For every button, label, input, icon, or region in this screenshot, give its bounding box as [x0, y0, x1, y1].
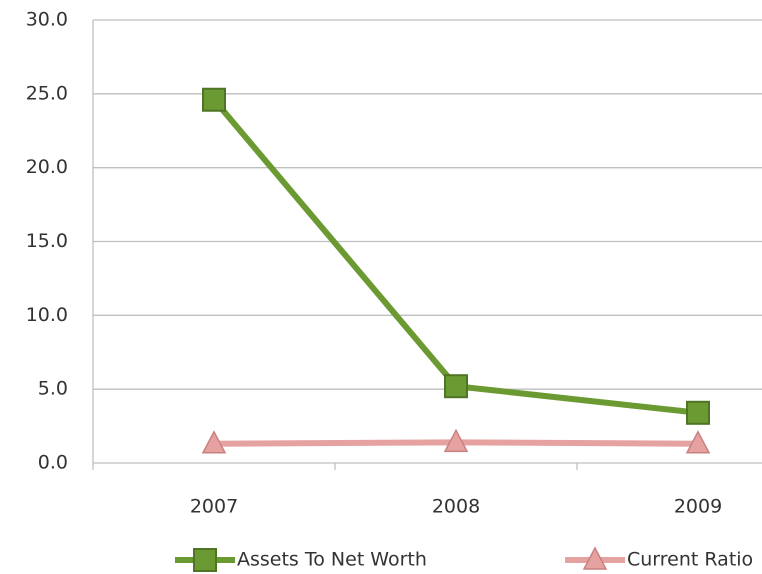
x-tick-label: 2007: [190, 496, 238, 518]
data-point: [202, 87, 226, 112]
data-point: [201, 430, 227, 454]
y-tick-label: 30.0: [26, 9, 68, 31]
data-point: [686, 400, 710, 425]
legend-marker: [582, 546, 608, 570]
data-point: [444, 374, 468, 399]
legend-label: Current Ratio: [627, 549, 753, 571]
y-tick-label: 25.0: [26, 82, 68, 104]
legend-marker: [193, 548, 217, 572]
y-tick-label: 15.0: [26, 230, 68, 252]
y-tick-label: 10.0: [26, 304, 68, 326]
legend-label: Assets To Net Worth: [237, 549, 427, 571]
x-tick-label: 2009: [674, 496, 722, 518]
data-point: [685, 430, 711, 454]
y-tick-label: 5.0: [38, 378, 68, 400]
y-tick-label: 20.0: [26, 156, 68, 178]
y-tick-label: 0.0: [38, 452, 68, 474]
data-point: [443, 428, 469, 453]
series-line: [211, 97, 699, 416]
x-tick-label: 2008: [432, 496, 480, 518]
